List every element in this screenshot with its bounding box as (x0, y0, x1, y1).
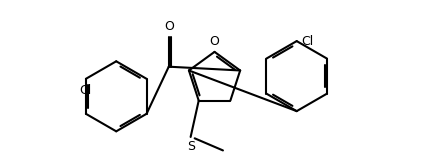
Text: Cl: Cl (301, 35, 314, 48)
Text: O: O (210, 35, 219, 48)
Text: Cl: Cl (79, 84, 91, 97)
Text: O: O (164, 20, 174, 33)
Text: S: S (187, 140, 195, 153)
